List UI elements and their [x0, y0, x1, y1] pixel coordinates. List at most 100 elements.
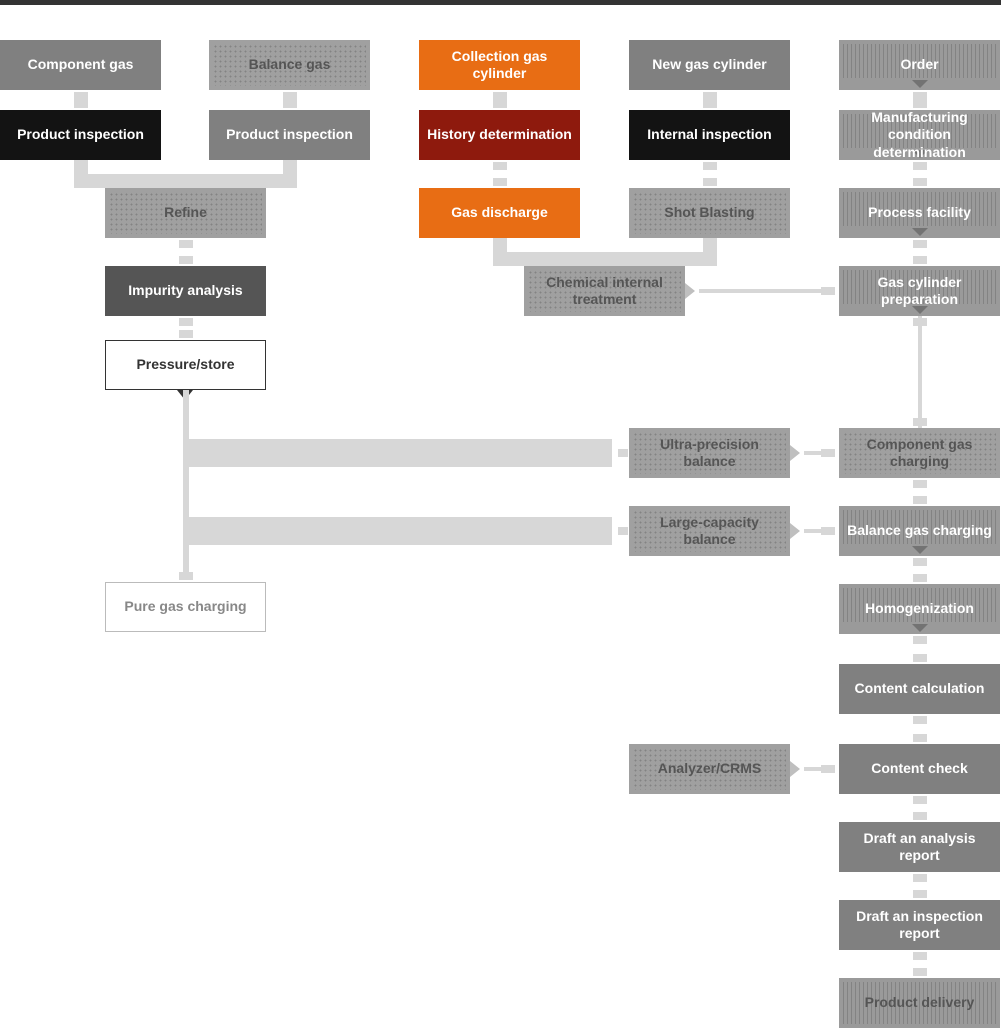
node-ultra-balance: Ultra-precision balance — [629, 428, 790, 478]
connector-nub — [821, 449, 835, 457]
node-analyzer-crms: Analyzer/CRMS — [629, 744, 790, 794]
fanout-bar — [186, 439, 613, 467]
connector-nub — [913, 812, 927, 820]
connector-nub — [913, 636, 927, 644]
connector-h — [699, 289, 821, 293]
connector-nub — [618, 449, 628, 457]
connector-nub — [913, 654, 927, 662]
node-label: Draft an analysis report — [845, 830, 994, 865]
connector-nub — [913, 874, 927, 882]
connector-nub — [821, 527, 835, 535]
node-label: Order — [900, 56, 938, 74]
connector-nub — [913, 496, 927, 504]
node-content-check: Content check — [839, 744, 1000, 794]
node-order: Order — [839, 40, 1000, 90]
connector-nub — [493, 92, 507, 100]
node-label: Balance gas — [249, 56, 331, 74]
node-label: Content calculation — [855, 680, 985, 698]
connector-nub — [703, 162, 717, 170]
connector-nub — [913, 240, 927, 248]
connector-nub — [493, 162, 507, 170]
connector-nub — [703, 178, 717, 186]
connector-h — [804, 451, 821, 455]
node-label: Product delivery — [865, 994, 975, 1012]
connector-nub — [913, 716, 927, 724]
connector-nub — [913, 558, 927, 566]
node-label: Product inspection — [226, 126, 353, 144]
node-label: Impurity analysis — [128, 282, 242, 300]
connector-nub — [821, 287, 835, 295]
connector-nub — [913, 162, 927, 170]
node-label: Analyzer/CRMS — [658, 760, 761, 778]
node-label: New gas cylinder — [652, 56, 766, 74]
connector-nub — [913, 574, 927, 582]
connector-h — [804, 529, 821, 533]
node-component-gas: Component gas — [0, 40, 161, 90]
connector-nub — [703, 92, 717, 100]
node-homogenization: Homogenization — [839, 584, 1000, 634]
connector-nub — [179, 256, 193, 264]
node-label: Collection gas cylinder — [425, 48, 574, 83]
connector-nub — [493, 100, 507, 108]
node-cyl-prep: Gas cylinder preparation — [839, 266, 1000, 316]
arrow-right — [685, 283, 695, 299]
node-product-inspection-2: Product inspection — [209, 110, 370, 160]
connector-nub — [913, 480, 927, 488]
arrow-right — [790, 445, 800, 461]
node-pressure-store: Pressure/store — [105, 340, 266, 390]
connector-v — [918, 316, 922, 428]
node-inspection-report: Draft an inspection report — [839, 900, 1000, 950]
node-shot-blasting: Shot Blasting — [629, 188, 790, 238]
node-balance-gas: Balance gas — [209, 40, 370, 90]
node-label: Manufacturing condition determination — [845, 109, 994, 162]
node-label: Shot Blasting — [664, 204, 754, 222]
node-label: Gas cylinder preparation — [845, 274, 994, 309]
connector-nub — [913, 890, 927, 898]
node-label: History determination — [427, 126, 572, 144]
connector-h — [804, 767, 821, 771]
connector-nub — [283, 92, 297, 100]
connector-nub — [821, 765, 835, 773]
connector-nub — [913, 92, 927, 100]
connector-nub — [179, 318, 193, 326]
connector-nub — [913, 952, 927, 960]
node-mfg-cond-det: Manufacturing condition determination — [839, 110, 1000, 160]
connector-nub — [74, 92, 88, 100]
node-process-facility: Process facility — [839, 188, 1000, 238]
node-collection-cylinder: Collection gas cylinder — [419, 40, 580, 90]
node-history-determination: History determination — [419, 110, 580, 160]
node-label: Homogenization — [865, 600, 974, 618]
node-label: Ultra-precision balance — [635, 436, 784, 471]
node-label: Internal inspection — [647, 126, 771, 144]
node-product-delivery: Product delivery — [839, 978, 1000, 1028]
node-gas-discharge: Gas discharge — [419, 188, 580, 238]
node-label: Refine — [164, 204, 207, 222]
node-label: Pressure/store — [136, 356, 234, 374]
node-internal-inspection: Internal inspection — [629, 110, 790, 160]
node-label: Component gas charging — [845, 436, 994, 471]
connector-nub — [913, 418, 927, 426]
node-label: Balance gas charging — [847, 522, 992, 540]
connector-nub — [913, 968, 927, 976]
connector-nub — [179, 572, 193, 580]
connector-nub — [913, 318, 927, 326]
arrow-right — [790, 523, 800, 539]
node-label: Component gas — [28, 56, 134, 74]
connector-nub — [74, 100, 88, 108]
node-product-inspection-1: Product inspection — [0, 110, 161, 160]
fanout-bar — [186, 517, 613, 545]
node-content-calc: Content calculation — [839, 664, 1000, 714]
connector-h — [74, 174, 297, 188]
node-bal-gas-charging: Balance gas charging — [839, 506, 1000, 556]
node-label: Gas discharge — [451, 204, 548, 222]
connector-v — [183, 390, 189, 572]
node-label: Content check — [871, 760, 967, 778]
node-impurity-analysis: Impurity analysis — [105, 266, 266, 316]
connector-nub — [913, 178, 927, 186]
node-label: Process facility — [868, 204, 971, 222]
node-large-cap-balance: Large-capacity balance — [629, 506, 790, 556]
node-label: Large-capacity balance — [635, 514, 784, 549]
connector-nub — [913, 100, 927, 108]
node-label: Draft an inspection report — [845, 908, 994, 943]
node-label: Product inspection — [17, 126, 144, 144]
